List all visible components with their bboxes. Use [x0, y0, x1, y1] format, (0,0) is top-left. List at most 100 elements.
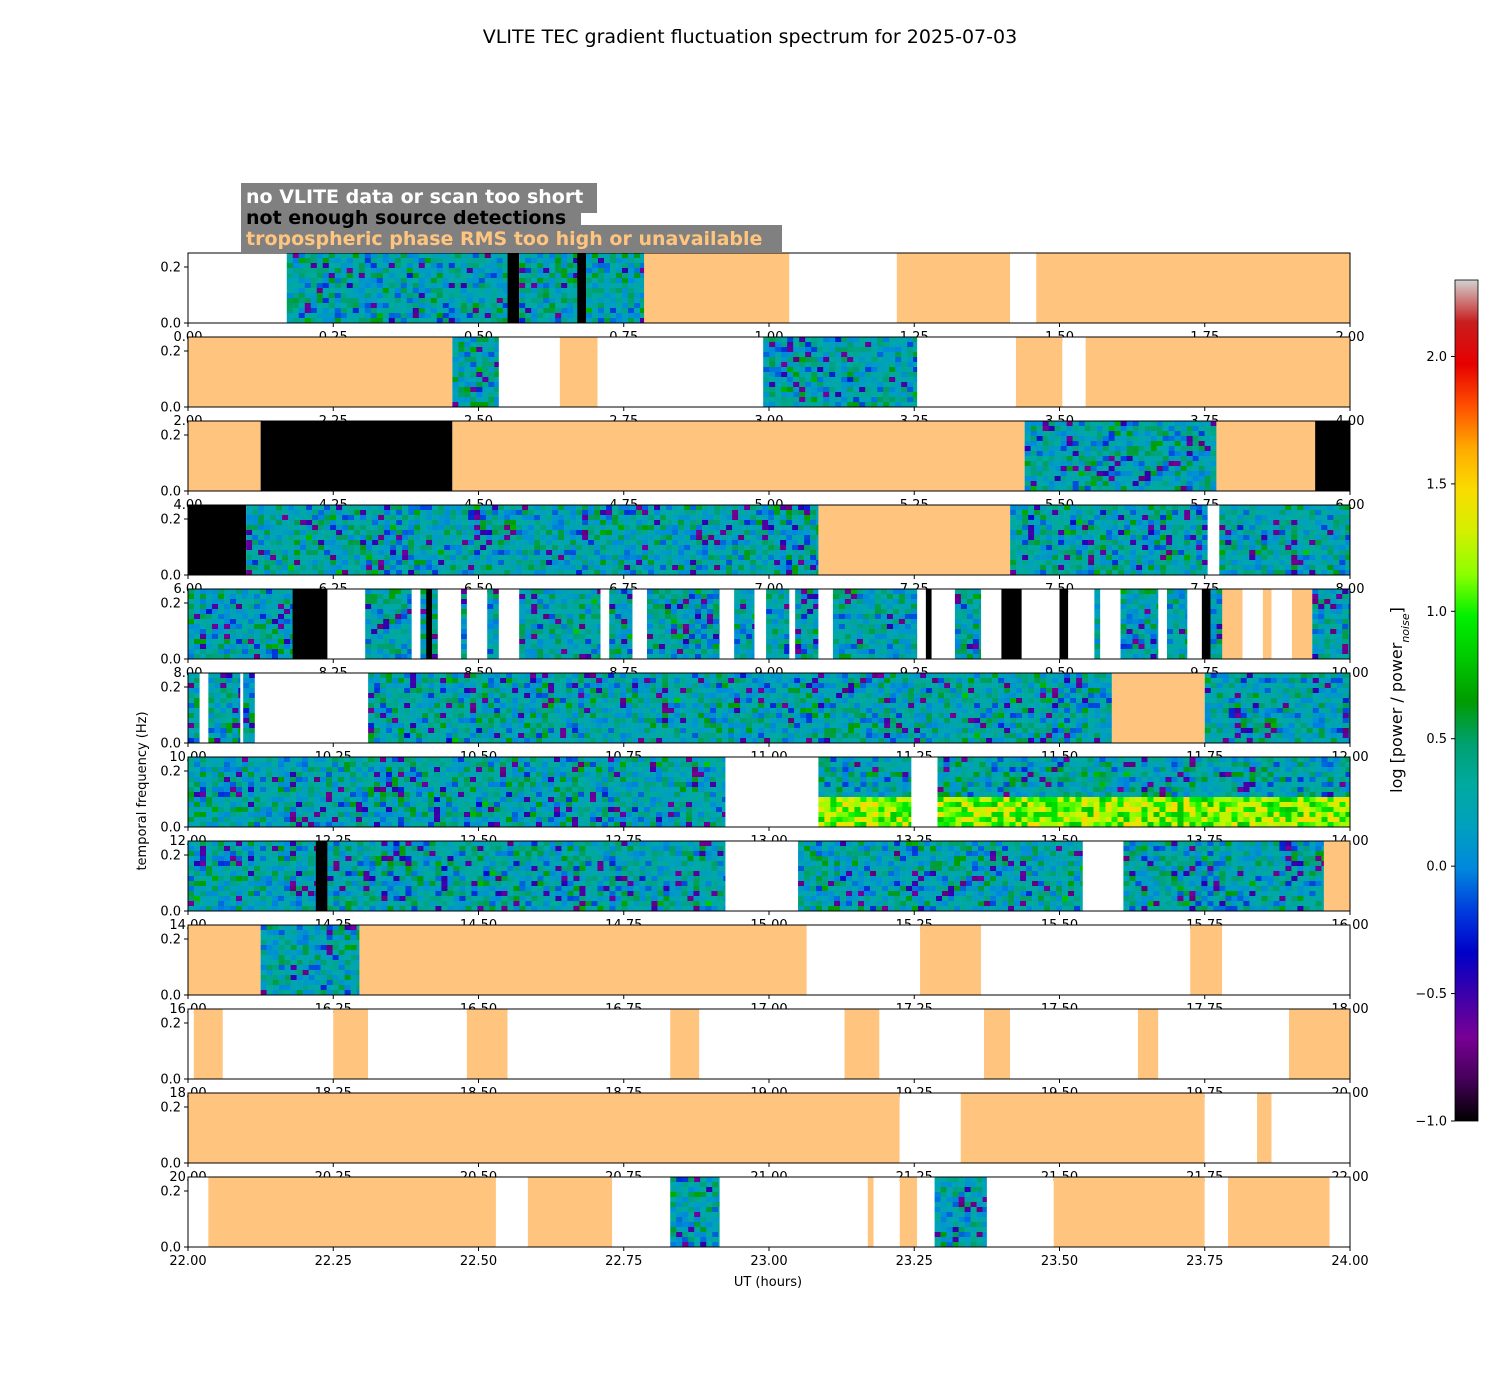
spectrum-cell	[328, 298, 336, 304]
spectrum-cell	[378, 540, 385, 546]
spectrum-cell	[298, 283, 306, 289]
spectrum-cell	[666, 560, 673, 566]
spectrum-cell	[330, 565, 337, 571]
spectrum-cell	[561, 644, 568, 650]
spectrum-cell	[1321, 530, 1328, 536]
spectrum-cell	[555, 629, 562, 635]
spectrum-cell	[720, 510, 727, 516]
spectrum-cell	[490, 308, 498, 314]
spectrum-cell	[817, 377, 824, 383]
spectrum-cell	[1070, 550, 1077, 556]
spectrum-cell	[432, 565, 439, 571]
spectrum-cell	[1150, 466, 1157, 472]
spectrum-cell	[1309, 530, 1316, 536]
spectrum-cell	[1016, 570, 1023, 576]
spectrum-cell	[407, 619, 412, 625]
spectrum-cell	[395, 619, 402, 625]
spectrum-cell	[1162, 446, 1169, 452]
spectrum-cell	[877, 337, 884, 343]
spectrum-cell	[1196, 560, 1203, 566]
spectrum-cell	[877, 377, 884, 383]
spectrum-cell	[365, 654, 372, 660]
spectrum-cell	[1291, 530, 1298, 536]
spectrum-cell	[1034, 510, 1041, 516]
spectrum-cell	[270, 515, 277, 521]
spectrum-cell	[847, 357, 854, 363]
spectrum-cell	[1108, 471, 1115, 477]
spectrum-cell	[395, 589, 402, 595]
spectrum-cell	[564, 560, 571, 566]
spectrum-cell	[395, 624, 402, 630]
spectrum-cell	[615, 639, 622, 645]
spectrum-cell	[531, 253, 538, 259]
spectrum-cell	[254, 599, 261, 605]
spectrum-cell	[706, 604, 714, 610]
spectrum-cell	[1102, 441, 1109, 447]
spectrum-cell	[371, 614, 378, 620]
spectrum-cell	[1273, 555, 1280, 561]
spectrum-cell	[706, 619, 714, 625]
spectrum-cell	[621, 308, 629, 314]
spectrum-cell	[772, 634, 779, 640]
spectrum-cell	[784, 644, 790, 650]
spectrum-cell	[1042, 426, 1049, 432]
spectrum-cell	[1030, 436, 1037, 442]
spectrum-cell	[801, 589, 808, 595]
spectrum-cell	[1237, 525, 1244, 531]
spectrum-cell	[218, 589, 225, 595]
spectrum-cell	[1082, 555, 1089, 561]
spectrum-cell	[248, 604, 255, 610]
spectrum-cell	[384, 515, 391, 521]
spectrum-cell	[1040, 550, 1047, 556]
flag-segment-none	[188, 253, 287, 323]
spectrum-cell	[636, 535, 643, 541]
spectrum-cell	[829, 397, 836, 403]
spectrum-cell	[712, 609, 720, 615]
spectrum-cell	[615, 649, 622, 655]
spectrum-cell	[1237, 555, 1244, 561]
spectrum-cell	[487, 609, 494, 615]
flag-segment-black	[507, 253, 520, 323]
spectrum-cell	[334, 263, 342, 269]
spectrum-cell	[696, 530, 703, 536]
spectrum-cell	[372, 540, 379, 546]
spectrum-cell	[1156, 421, 1163, 427]
spectrum-cell	[1034, 545, 1041, 551]
spectrum-cell	[310, 303, 318, 309]
spectrum-cell	[744, 540, 751, 546]
spectrum-cell	[654, 560, 661, 566]
spectrum-cell	[609, 624, 616, 630]
spectrum-cell	[841, 397, 848, 403]
spectrum-cell	[786, 530, 793, 536]
spectrum-cell	[646, 599, 654, 605]
spectrum-cell	[486, 530, 493, 536]
spectrum-cell	[258, 560, 265, 566]
spectrum-cell	[801, 604, 808, 610]
spectrum-cell	[488, 377, 495, 383]
spectrum-cell	[406, 288, 414, 294]
spectrum-cell	[480, 525, 487, 531]
spectrum-cell	[310, 263, 318, 269]
spectrum-cell	[342, 550, 349, 556]
spectrum-cell	[472, 273, 480, 279]
spectrum-cell	[1154, 540, 1161, 546]
spectrum-cell	[750, 555, 757, 561]
spectrum-cell	[1162, 461, 1169, 467]
spectrum-cell	[486, 555, 493, 561]
spectrum-cell	[746, 649, 753, 655]
spectrum-cell	[352, 308, 360, 314]
spectrum-cell	[576, 505, 583, 511]
spectrum-cell	[336, 525, 343, 531]
spectrum-cell	[543, 253, 550, 259]
spectrum-cell	[1237, 560, 1244, 566]
spectrum-cell	[1100, 550, 1107, 556]
spectrum-cell	[1267, 565, 1274, 571]
spectrum-cell	[712, 654, 720, 660]
spectrum-cell	[804, 535, 811, 541]
spectrum-cell	[1309, 545, 1316, 551]
spectrum-cell	[1040, 515, 1047, 521]
spectrum-cell	[424, 278, 432, 284]
spectrum-cell	[816, 545, 819, 551]
spectrum-cell	[1186, 446, 1193, 452]
spectrum-cell	[1225, 525, 1232, 531]
